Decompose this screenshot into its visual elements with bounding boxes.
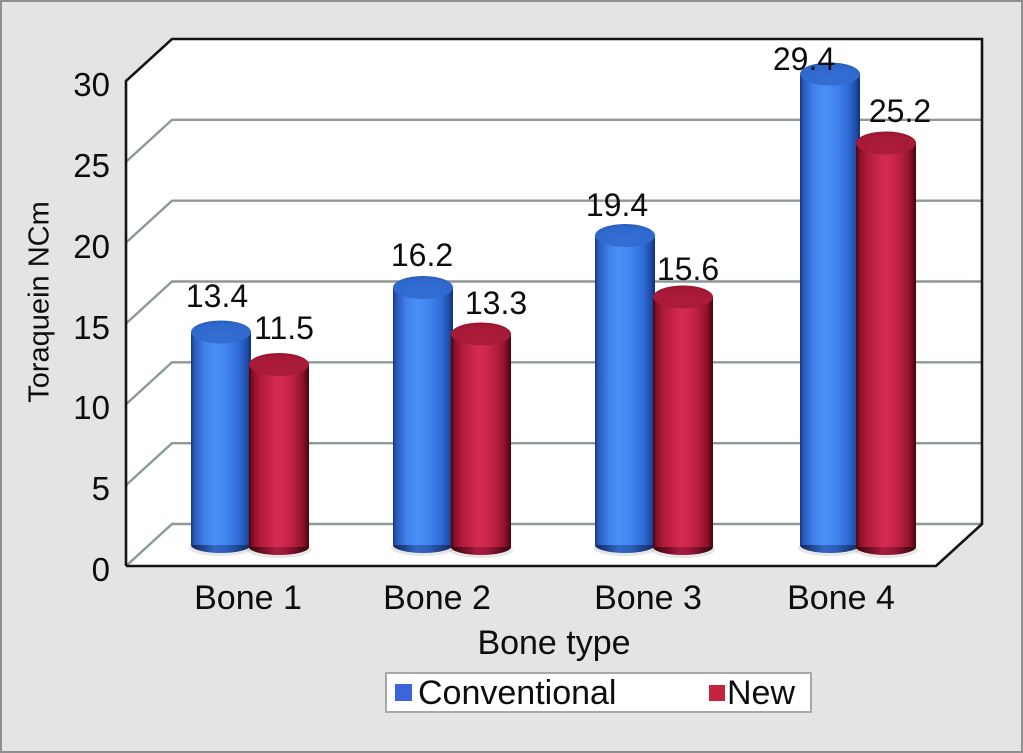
svg-text:0: 0 (92, 551, 110, 588)
svg-text:25.2: 25.2 (869, 93, 931, 129)
svg-text:Bone type: Bone type (477, 624, 630, 662)
svg-text:5: 5 (92, 470, 110, 507)
svg-text:Bone 2: Bone 2 (383, 579, 491, 617)
svg-text:Conventional: Conventional (418, 674, 616, 712)
svg-text:Bone 1: Bone 1 (194, 579, 302, 617)
svg-text:11.5: 11.5 (254, 310, 314, 346)
svg-text:19.4: 19.4 (586, 187, 648, 223)
svg-text:Bone 3: Bone 3 (594, 579, 702, 617)
svg-text:10: 10 (73, 389, 110, 426)
svg-text:New: New (727, 674, 795, 712)
svg-text:20: 20 (73, 228, 110, 265)
svg-text:15.6: 15.6 (657, 251, 719, 287)
svg-text:Toraquein NCm: Toraquein NCm (24, 201, 56, 402)
svg-text:Bone 4: Bone 4 (787, 579, 895, 617)
svg-text:13.3: 13.3 (465, 285, 527, 321)
svg-text:15: 15 (73, 309, 110, 346)
svg-text:13.4: 13.4 (186, 278, 248, 314)
svg-text:25: 25 (73, 147, 110, 184)
svg-text:30: 30 (73, 66, 110, 103)
svg-text:29.4: 29.4 (773, 41, 835, 77)
svg-text:16.2: 16.2 (391, 237, 453, 273)
